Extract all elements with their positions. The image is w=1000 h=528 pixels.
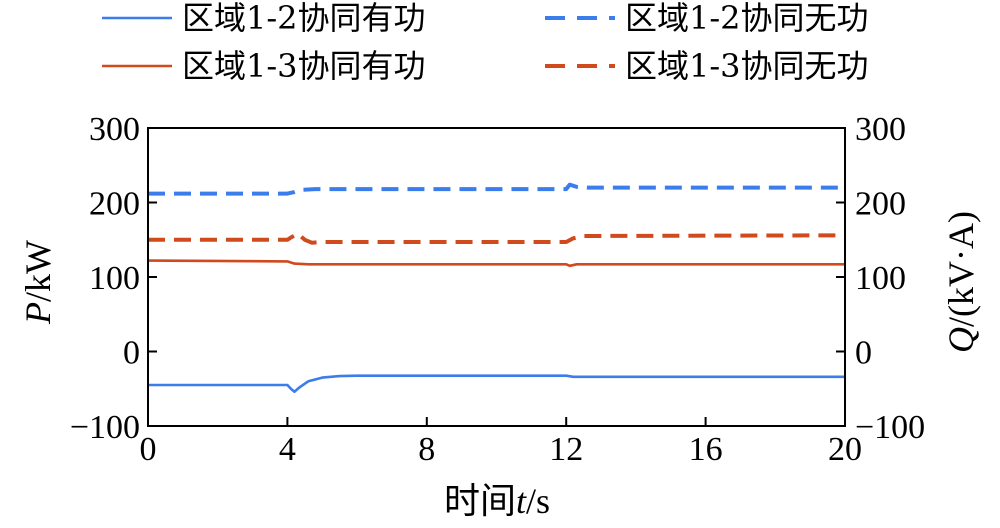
- legend-label-4: 区域1-3协同无功: [625, 47, 869, 85]
- x-tick-label: 20: [828, 431, 862, 468]
- y-right-tick-label: 200: [855, 186, 906, 223]
- legend-label-3: 区域1-3协同有功: [182, 47, 426, 85]
- y-left-tick-label: 100: [89, 260, 140, 297]
- x-tick-label: 4: [279, 431, 296, 468]
- x-tick-label: 0: [140, 431, 157, 468]
- y-left-tick-label: 300: [89, 111, 140, 148]
- series-line-3: [147, 259, 845, 268]
- x-axis-label: 时间t/s: [444, 481, 550, 521]
- y-axis-left-label: P/kW: [18, 240, 58, 325]
- y-left-tick-label: 200: [89, 186, 140, 223]
- y-left-tick-label: −100: [70, 409, 140, 446]
- y-right-tick-label: 100: [855, 260, 906, 297]
- legend-label-2: 区域1-2协同无功: [625, 0, 869, 37]
- y-axis-right-label: Q/(kV·A): [941, 211, 981, 353]
- series-line-4: [148, 231, 846, 245]
- plot-area: [147, 182, 846, 393]
- y-right-tick-label: −100: [855, 409, 925, 446]
- y-right-tick-label: 0: [855, 335, 872, 372]
- x-tick-label: 16: [689, 431, 723, 468]
- axes-frame: [147, 127, 846, 427]
- x-tick-label: 12: [549, 431, 583, 468]
- x-tick-label: 8: [418, 431, 435, 468]
- series-line-2: [148, 182, 845, 196]
- legend-label-1: 区域1-2协同有功: [182, 0, 426, 37]
- y-left-tick-label: 0: [123, 335, 140, 372]
- y-right-tick-label: 300: [855, 111, 906, 148]
- series-line-1: [148, 374, 845, 393]
